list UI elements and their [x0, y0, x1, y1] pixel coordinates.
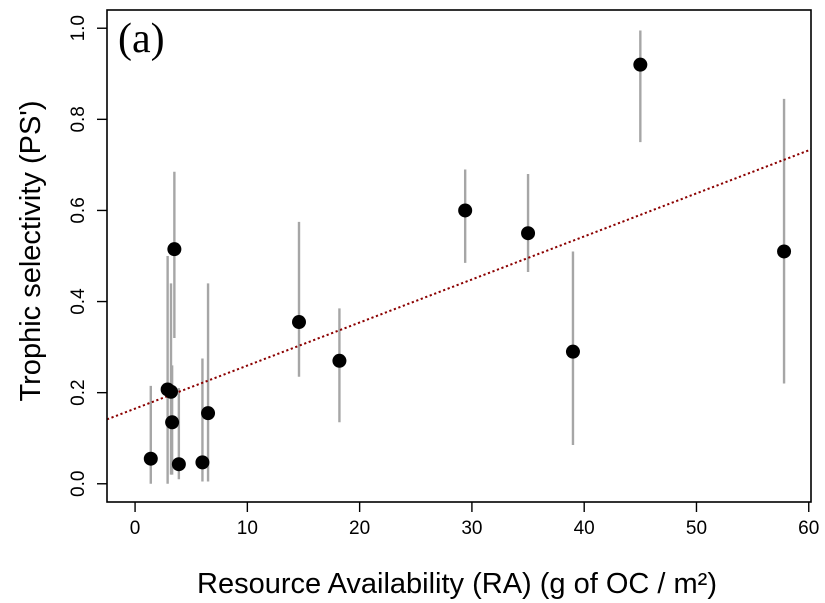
data-point [332, 353, 347, 368]
y-axis-title: Trophic selectivity (PS') [15, 101, 47, 402]
data-point [165, 415, 180, 430]
y-tick-label: 0.4 [68, 288, 89, 315]
x-axis-title: Resource Availability (RA) (g of OC / m²… [197, 568, 717, 600]
y-tick-label: 1.0 [68, 15, 89, 41]
y-tick-label: 0.0 [68, 471, 89, 497]
data-point [195, 455, 210, 470]
x-tick-label: 30 [461, 518, 482, 539]
data-point [171, 457, 186, 472]
data-point [164, 384, 178, 399]
plot-frame [106, 9, 812, 503]
data-point [143, 451, 158, 466]
data-point [777, 244, 792, 259]
x-tick-label: 60 [798, 518, 819, 539]
panel-label: (a) [118, 16, 165, 62]
x-tick-label: 50 [686, 518, 707, 539]
trend-line-group [106, 148, 812, 421]
data-point [565, 344, 580, 359]
y-tick-label: 0.8 [68, 106, 89, 132]
y-tick-label: 0.2 [68, 379, 89, 405]
data-point [458, 203, 473, 218]
x-axis: 0 10 20 30 40 50 60 [130, 502, 819, 539]
y-axis: 0.0 0.2 0.4 0.6 0.8 1.0 [68, 15, 107, 497]
data-point [292, 315, 306, 330]
x-tick-label: 10 [237, 518, 258, 539]
trend-line [106, 148, 812, 421]
error-bars [149, 30, 786, 484]
x-tick-label: 40 [574, 518, 595, 539]
data-points [143, 57, 792, 472]
data-point [633, 57, 648, 72]
data-point [521, 226, 536, 241]
x-tick-label: 20 [349, 518, 370, 539]
y-tick-label: 0.6 [68, 197, 89, 223]
data-point [167, 242, 182, 257]
x-tick-label: 0 [130, 518, 141, 539]
data-point [201, 406, 216, 421]
